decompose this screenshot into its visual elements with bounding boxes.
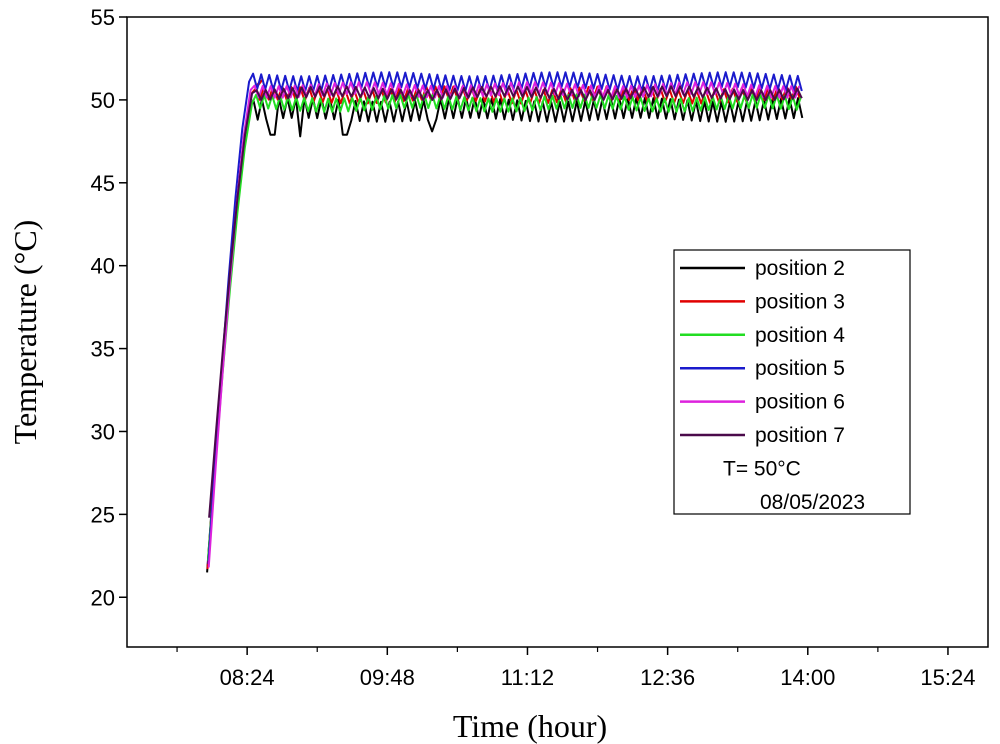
legend: position 2 position 3 position 4 position 5… xyxy=(673,249,911,515)
x-tick-label: 15:24 xyxy=(920,665,975,690)
legend-label: position 5 xyxy=(755,357,845,380)
series-layer xyxy=(206,71,804,573)
x-axis-title: Time (hour) xyxy=(453,708,607,744)
legend-label: position 2 xyxy=(755,257,845,280)
y-tick-label: 20 xyxy=(91,585,115,610)
series-line-position-4 xyxy=(206,93,802,561)
x-tick-label: 09:48 xyxy=(360,665,415,690)
legend-label: position 7 xyxy=(755,424,845,447)
y-tick-label: 30 xyxy=(91,419,115,444)
x-tick-label: 08:24 xyxy=(220,665,275,690)
legend-box xyxy=(673,249,911,515)
series-line-position-7 xyxy=(208,85,803,518)
y-tick-label: 35 xyxy=(91,337,115,362)
y-tick-label: 50 xyxy=(91,88,115,113)
y-tick-label: 25 xyxy=(91,502,115,527)
x-tick-label: 12:36 xyxy=(640,665,695,690)
legend-annotation-temperature: T= 50°C xyxy=(723,457,801,480)
legend-label: position 3 xyxy=(755,290,845,313)
legend-label: position 4 xyxy=(755,324,845,347)
legend-label: position 6 xyxy=(755,391,845,414)
y-tick-label: 55 xyxy=(91,5,115,30)
x-tick-label: 11:12 xyxy=(501,665,554,690)
axis-layer: 20 25 30 35 40 45 50 55 08:24 09:48 11:12 12:36 14:0… xyxy=(91,5,976,690)
y-tick-label: 45 xyxy=(91,171,115,196)
plot-frame xyxy=(126,16,989,648)
y-tick-label: 40 xyxy=(91,254,115,279)
series-line-position-2 xyxy=(206,96,804,573)
x-tick-label: 14:00 xyxy=(780,665,835,690)
y-axis-title: Temperature (°C) xyxy=(7,220,43,445)
legend-annotation-date: 08/05/2023 xyxy=(760,491,865,514)
